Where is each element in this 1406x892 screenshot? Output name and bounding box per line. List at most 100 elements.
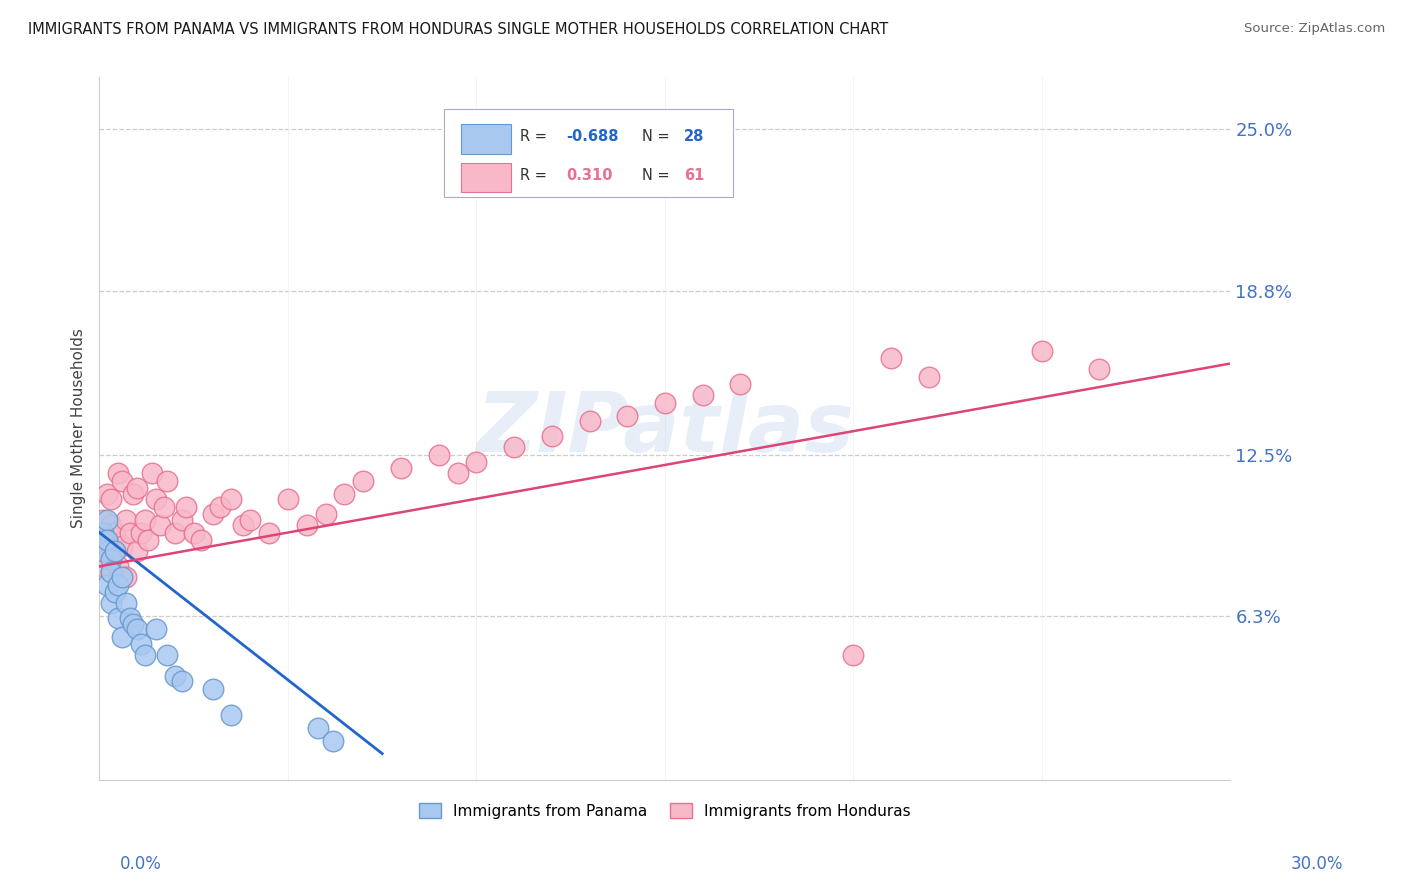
Point (114, 570, 136, 584)
Point (172, 512, 194, 526)
Point (446, 466, 468, 480)
Point (134, 648, 156, 662)
Point (127, 481, 149, 495)
Point (100, 551, 122, 566)
Point (145, 491, 167, 506)
Point (1031, 343, 1053, 358)
Point (96, 533, 118, 548)
Point (163, 525, 186, 540)
Point (295, 517, 318, 532)
Point (692, 388, 714, 402)
Point (103, 585, 125, 599)
Point (129, 637, 152, 651)
Point (842, 648, 865, 662)
Point (389, 460, 412, 475)
Point (127, 543, 149, 558)
Point (880, 351, 903, 366)
Point (127, 622, 149, 636)
Point (277, 491, 299, 506)
Point (145, 622, 167, 636)
Point (152, 500, 174, 514)
Point (616, 409, 638, 423)
Point (333, 486, 356, 500)
Point (322, 733, 344, 747)
FancyBboxPatch shape (461, 124, 512, 153)
Point (190, 533, 212, 548)
Point (96, 512, 118, 526)
Point (111, 570, 134, 584)
Text: 0.0%: 0.0% (120, 855, 162, 872)
Point (96, 525, 118, 540)
Point (134, 512, 156, 526)
Point (96, 551, 118, 566)
Point (307, 721, 329, 735)
Point (118, 525, 141, 540)
Text: ZIPatlas: ZIPatlas (477, 388, 853, 469)
Point (100, 491, 122, 506)
Point (114, 512, 136, 526)
Point (107, 559, 129, 574)
Point (163, 668, 186, 682)
Point (107, 466, 129, 480)
Point (111, 630, 134, 644)
Point (122, 486, 145, 500)
Point (100, 565, 122, 579)
Point (239, 512, 262, 526)
Text: 61: 61 (685, 168, 704, 183)
Text: 30.0%: 30.0% (1291, 855, 1343, 872)
Point (257, 525, 280, 540)
Point (96, 486, 118, 500)
Y-axis label: Single Mother Households: Single Mother Households (72, 328, 86, 528)
Point (172, 673, 194, 688)
Text: Source: ZipAtlas.com: Source: ZipAtlas.com (1244, 22, 1385, 36)
Point (201, 681, 224, 696)
Legend: Immigrants from Panama, Immigrants from Honduras: Immigrants from Panama, Immigrants from … (413, 797, 917, 824)
Point (91, 525, 114, 540)
Point (111, 539, 134, 553)
Point (1087, 361, 1109, 376)
Point (107, 577, 129, 591)
FancyBboxPatch shape (461, 163, 512, 193)
Point (103, 543, 125, 558)
Text: R =: R = (520, 168, 551, 183)
Point (315, 508, 337, 522)
Point (149, 517, 172, 532)
Point (100, 565, 122, 579)
Point (465, 455, 488, 469)
Point (114, 596, 136, 610)
Point (503, 440, 526, 454)
Point (107, 611, 129, 625)
Point (209, 500, 232, 514)
Point (100, 596, 122, 610)
Point (221, 491, 243, 506)
Point (156, 648, 179, 662)
Text: N =: N = (643, 129, 675, 145)
FancyBboxPatch shape (444, 109, 733, 197)
Point (174, 500, 197, 514)
Point (201, 508, 224, 522)
Text: 0.310: 0.310 (567, 168, 613, 183)
Point (578, 414, 600, 428)
Point (103, 525, 125, 540)
Point (232, 517, 254, 532)
Point (427, 448, 450, 462)
Point (118, 611, 141, 625)
Point (100, 517, 122, 532)
Text: IMMIGRANTS FROM PANAMA VS IMMIGRANTS FROM HONDURAS SINGLE MOTHER HOUSEHOLDS CORR: IMMIGRANTS FROM PANAMA VS IMMIGRANTS FRO… (28, 22, 889, 37)
Point (221, 707, 243, 722)
Point (156, 474, 179, 488)
Text: 28: 28 (685, 129, 704, 145)
Point (183, 525, 205, 540)
Point (730, 377, 752, 392)
Point (129, 525, 152, 540)
Point (91, 512, 114, 526)
Point (352, 474, 374, 488)
Point (103, 543, 125, 558)
Point (918, 369, 941, 384)
Point (540, 429, 562, 443)
Text: N =: N = (643, 168, 675, 183)
Point (138, 533, 160, 548)
Point (654, 395, 676, 409)
Point (91, 539, 114, 553)
Point (96, 577, 118, 591)
